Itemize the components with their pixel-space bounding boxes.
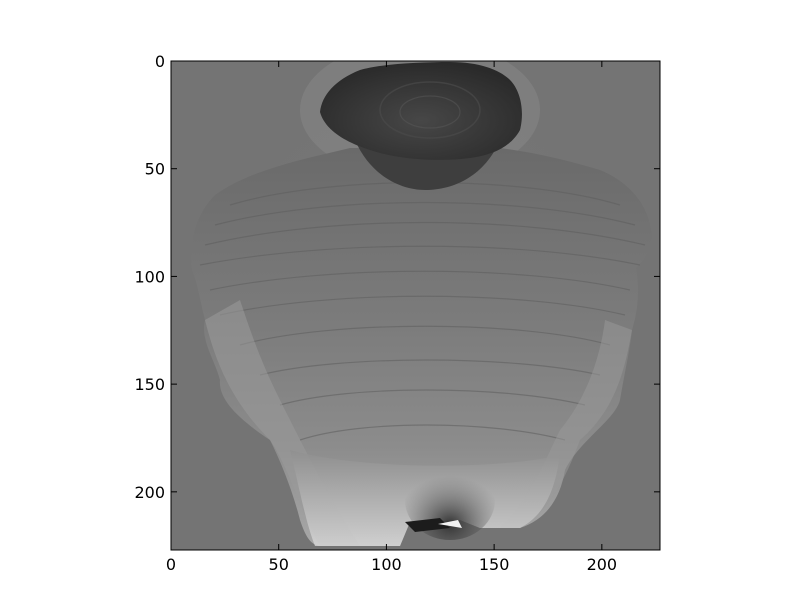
y-tick-label: 200 [134, 483, 165, 502]
x-axis: 0 50 100 150 200 [166, 61, 617, 574]
head [320, 62, 522, 160]
x-tick-label: 50 [269, 555, 289, 574]
y-tick-label: 0 [155, 52, 165, 71]
x-tick-label: 200 [587, 555, 618, 574]
bright-notch [438, 520, 462, 528]
depth-image [171, 61, 660, 550]
axes-frame [170, 60, 661, 551]
depth-contours [199, 181, 646, 441]
x-tick-label: 0 [166, 555, 176, 574]
torso-silhouette [190, 148, 652, 546]
y-axis: 0 50 100 150 200 [134, 52, 660, 502]
y-tick-label: 150 [134, 375, 165, 394]
x-tick-label: 150 [479, 555, 510, 574]
right-side-highlight [500, 320, 632, 528]
dark-notch [405, 518, 450, 532]
y-tick-label: 100 [134, 267, 165, 286]
x-tick-label: 100 [371, 555, 402, 574]
y-tick-label: 50 [145, 160, 165, 179]
